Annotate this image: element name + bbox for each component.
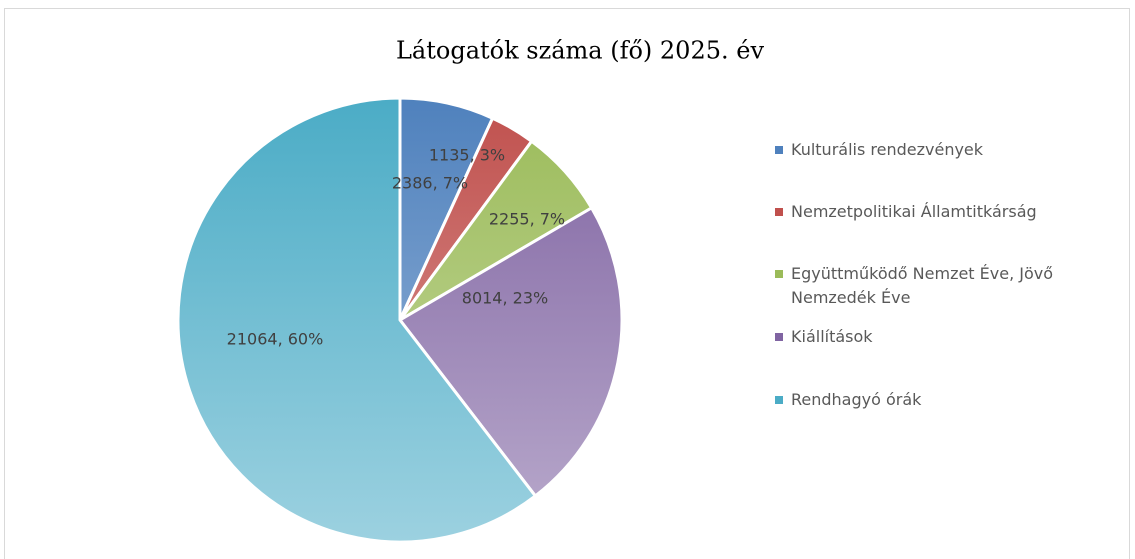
legend-swatch xyxy=(775,208,783,216)
legend-swatch xyxy=(775,270,783,278)
legend-label: Kulturális rendezvények xyxy=(791,140,984,159)
legend-swatch xyxy=(775,333,783,341)
data-label: 2386, 7% xyxy=(392,174,468,193)
legend-item: Rendhagyó órák xyxy=(775,388,1085,412)
legend-label: Kiállítások xyxy=(791,327,873,346)
legend-item: Együttműködő Nemzet Éve, Jövő Nemzedék É… xyxy=(775,262,1085,310)
legend-label: Rendhagyó órák xyxy=(791,390,922,409)
pie-slice xyxy=(398,206,624,498)
chart-frame xyxy=(4,8,1130,559)
legend-label: Együttműködő Nemzet Éve, Jövő Nemzedék É… xyxy=(791,264,1054,307)
data-label: 21064, 60% xyxy=(227,330,324,349)
legend-swatch xyxy=(775,396,783,404)
data-label: 8014, 23% xyxy=(462,289,548,308)
pie-slice xyxy=(176,96,537,544)
legend-label: Nemzetpolitikai Államtitkárság xyxy=(791,202,1037,221)
data-label: 2255, 7% xyxy=(489,210,565,229)
legend-item: Kiállítások xyxy=(775,325,1085,349)
legend-item: Nemzetpolitikai Államtitkárság xyxy=(775,200,1085,224)
legend-swatch xyxy=(775,146,783,154)
chart-title: Látogatók száma (fő) 2025. év xyxy=(396,37,764,65)
legend-item: Kulturális rendezvények xyxy=(775,138,1085,162)
data-label: 1135, 3% xyxy=(429,146,505,165)
